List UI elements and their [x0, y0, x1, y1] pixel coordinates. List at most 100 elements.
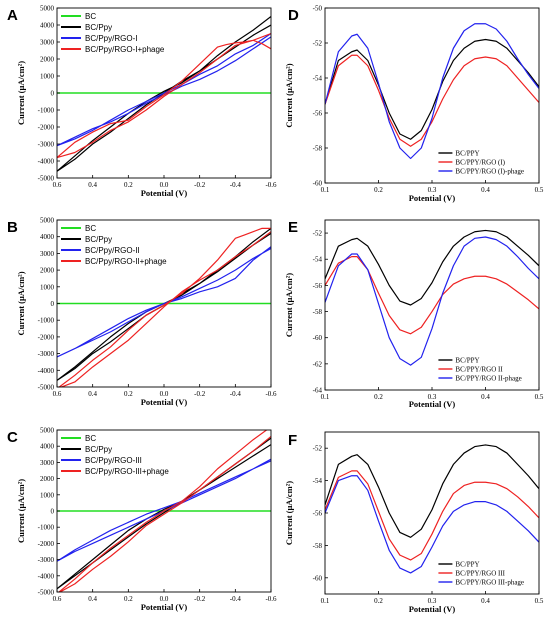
x-tick-label: 0.2 [374, 393, 383, 401]
series-line-2 [57, 16, 271, 172]
y-tick-label: 4000 [40, 22, 55, 30]
y-axis-title: Current (μA/cm²) [16, 479, 26, 543]
legend-label: BC/PPY/RGO II-phage [455, 375, 521, 383]
x-axis-title: Potential (V) [141, 188, 188, 198]
y-tick-label: -56 [313, 110, 323, 118]
panel-letter-d: D [288, 7, 299, 24]
y-tick-label: 4000 [40, 233, 55, 241]
legend-label: BC/PPY/RGO III [455, 570, 505, 578]
y-tick-label: -54 [313, 75, 323, 83]
y-tick-label: -2000 [38, 333, 55, 341]
legend-label: BC/Ppy/RGO-I [85, 34, 137, 43]
y-tick-label: 0 [51, 508, 55, 516]
series-line-2 [325, 470, 539, 561]
series-line-2 [57, 227, 271, 381]
series-line-4 [58, 430, 271, 592]
panel-a: A 0.6 0.4 0.2 0.0 -0.2 -0.4 -0.6 -5000 -4000 -3000… [7, 5, 277, 199]
legend-label: BC/PPY/RGO II [455, 366, 503, 374]
panel-letter-b: B [7, 219, 18, 236]
x-tick-label: 0.1 [321, 393, 330, 401]
panel-d: D 0.1 0.2 0.3 0.4 0.5 -60 -58 -56 -54 -52 -50 Potent… [284, 5, 544, 204]
y-axis-title: Current (μA/cm²) [16, 271, 26, 335]
y-tick-label: -50 [313, 5, 323, 13]
series-group [325, 229, 539, 366]
x-tick-label: 0.0 [160, 595, 169, 603]
x-tick-label: -0.4 [230, 595, 242, 603]
y-tick-label: -58 [313, 542, 323, 550]
y-axis-title: Current (μA/cm²) [16, 61, 26, 125]
y-tick-label: -3000 [38, 556, 55, 564]
x-axis-title: Potential (V) [409, 604, 456, 614]
y-tick-label: 1000 [40, 73, 55, 81]
x-tick-label: 0.4 [481, 597, 490, 605]
y-axis-title: Current (μA/cm²) [284, 63, 294, 127]
x-tick-label: 0.4 [88, 181, 97, 189]
x-tick-label: -0.4 [230, 390, 242, 398]
y-tick-label: 3000 [40, 39, 55, 47]
y-tick-label: -56 [313, 282, 323, 290]
panel-e: E 0.1 0.2 0.3 0.4 0.5 -64 -62 -60 -58 -56 -54 -52 Pot… [284, 219, 544, 409]
x-tick-label: -0.2 [194, 595, 206, 603]
y-axis-title: Current (μA/cm²) [284, 273, 294, 337]
y-tick-label: -56 [313, 510, 323, 518]
x-tick-label: -0.6 [265, 181, 277, 189]
series-line-4 [58, 227, 271, 387]
y-tick-label: -60 [313, 574, 323, 582]
legend-label: BC [85, 12, 96, 21]
series-line-1 [325, 38, 539, 140]
x-tick-label: 0.2 [124, 181, 133, 189]
x-tick-label: 0.4 [481, 186, 490, 194]
x-axis-title: Potential (V) [141, 397, 188, 407]
y-tick-label: 3000 [40, 250, 55, 258]
y-axis-title: Current (μA/cm²) [284, 481, 294, 545]
series-group [57, 430, 271, 592]
legend-label: BC [85, 434, 96, 443]
x-tick-label: -0.4 [230, 181, 242, 189]
legend-label: BC/PPY/RGO (I)-phage [455, 168, 524, 176]
series-line-2 [325, 54, 539, 147]
x-tick-label: 0.3 [428, 393, 437, 401]
y-tick-label: -52 [313, 445, 323, 453]
series-line-1 [325, 444, 539, 538]
y-tick-label: -64 [313, 387, 323, 395]
x-axis-title: Potential (V) [141, 602, 188, 612]
y-tick-label: 1000 [40, 283, 55, 291]
series-line-3 [325, 475, 539, 574]
x-tick-label: 0.3 [428, 597, 437, 605]
y-tick-label: -1000 [38, 317, 55, 325]
x-tick-label: 0.5 [535, 597, 544, 605]
x-tick-label: 0.3 [428, 186, 437, 194]
legend-label: BC/PPY/RGO III-phage [455, 579, 524, 587]
y-tick-label: -52 [313, 40, 323, 48]
x-tick-label: -0.6 [265, 595, 277, 603]
y-tick-label: -54 [313, 256, 323, 264]
y-tick-label: -58 [313, 308, 323, 316]
y-tick-label: 0 [51, 300, 55, 308]
panel-letter-c: C [7, 429, 18, 446]
series-line-3 [325, 23, 539, 160]
y-tick-label: -1000 [38, 107, 55, 115]
legend-label: BC/Ppy [85, 235, 112, 244]
panel-b: B 0.6 0.4 0.2 0.0 -0.2 -0.4 -0.6 -5000 -4000 -3000… [7, 217, 277, 408]
legend-label: BC/Ppy/RGO-II+phage [85, 257, 167, 266]
legend-label: BC [85, 224, 96, 233]
legend: BC BC/Ppy BC/Ppy/RGO-II BC/Ppy/RGO-II+phage [61, 224, 167, 266]
series-line-2 [325, 256, 539, 335]
x-tick-label: 0.0 [160, 390, 169, 398]
legend-label: BC/Ppy/RGO-I+phage [85, 45, 165, 54]
y-tick-label: -2000 [38, 540, 55, 548]
x-tick-label: 0.2 [374, 597, 383, 605]
y-tick-label: -5000 [38, 589, 55, 597]
series-line-3 [57, 33, 271, 147]
series-line-3 [57, 246, 271, 358]
legend-label: BC/Ppy/RGO-III+phage [85, 467, 169, 476]
y-tick-label: -5000 [38, 175, 55, 183]
y-tick-label: -2000 [38, 124, 55, 132]
series-line-3 [57, 458, 271, 562]
y-tick-label: 4000 [40, 443, 55, 451]
x-tick-label: 0.4 [481, 393, 490, 401]
x-tick-label: 0.5 [535, 186, 544, 194]
